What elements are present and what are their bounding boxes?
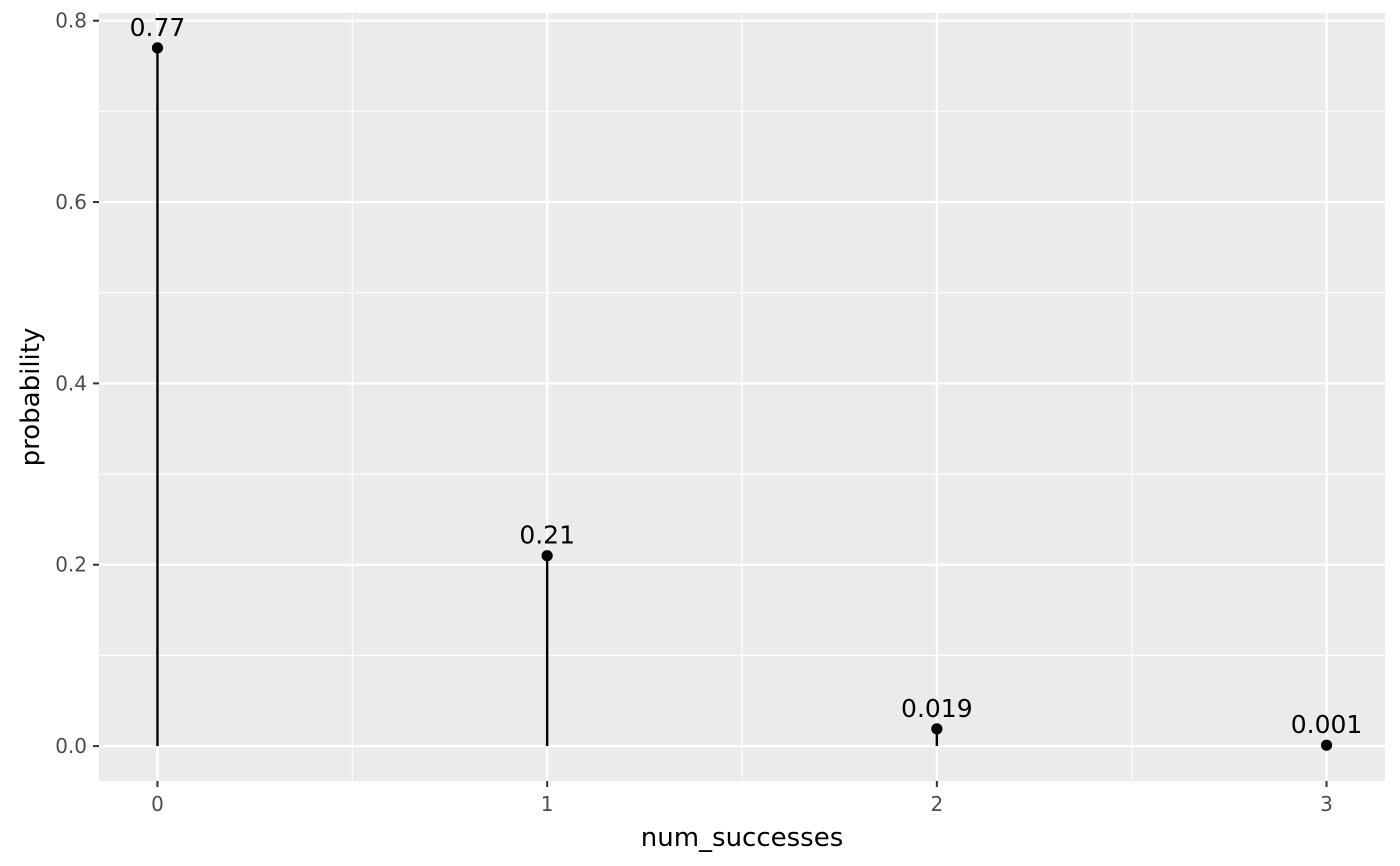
x-tick-label: 0	[151, 792, 164, 816]
y-tick-label: 0.8	[55, 9, 87, 33]
y-tick-label: 0.0	[55, 734, 87, 758]
lollipop-point	[541, 550, 553, 562]
x-axis-title: num_successes	[641, 823, 844, 853]
major-gridlines	[99, 13, 1385, 781]
y-axis-title: probability	[16, 328, 46, 467]
y-tick-label: 0.4	[55, 371, 87, 395]
minor-gridlines	[99, 13, 1385, 781]
data-marks: 0.77 0.21 0.019 0.001	[130, 13, 1363, 751]
axes: 0.0 0.2 0.4 0.6 0.8 0 1 2 3	[55, 9, 1333, 816]
lollipop-point	[1320, 739, 1333, 751]
x-tick-label: 1	[541, 792, 554, 816]
lollipop-point	[151, 42, 164, 54]
y-tick-label: 0.2	[55, 553, 87, 577]
data-label: 0.21	[519, 521, 575, 550]
x-tick-label: 3	[1320, 792, 1333, 816]
y-tick-label: 0.6	[55, 190, 87, 214]
data-label: 0.001	[1291, 710, 1363, 739]
x-tick-label: 2	[930, 792, 943, 816]
data-label: 0.77	[130, 13, 186, 42]
data-label: 0.019	[901, 694, 973, 723]
lollipop-point	[931, 723, 943, 735]
